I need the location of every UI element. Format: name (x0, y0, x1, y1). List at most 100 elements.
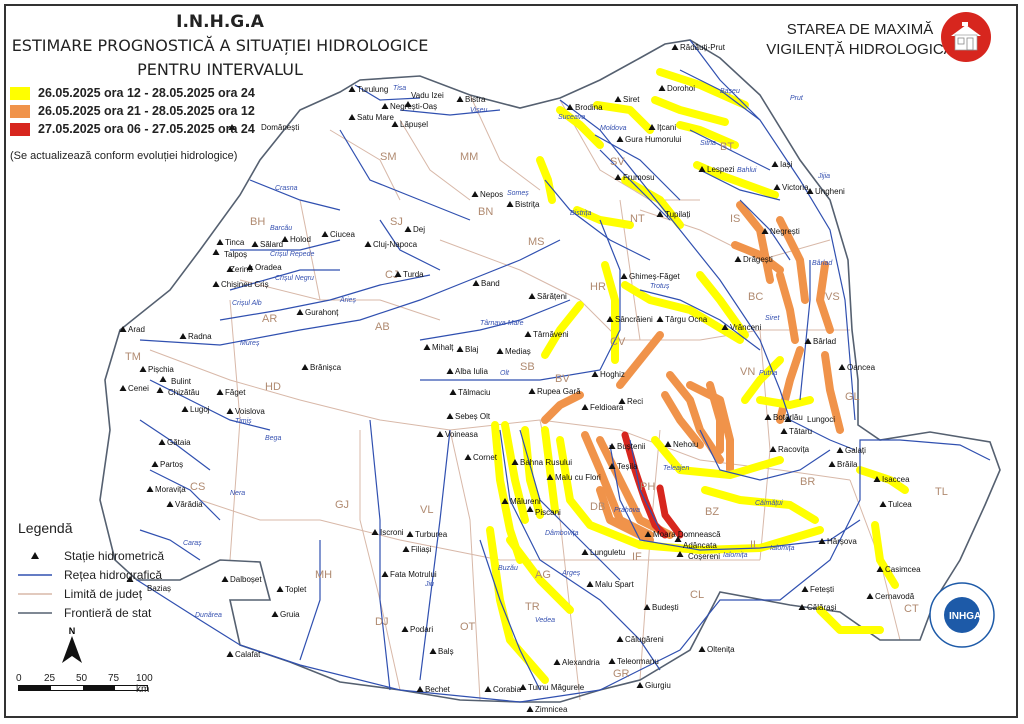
hydrometric-station[interactable]: Lugoj (181, 405, 210, 414)
hydrometric-station[interactable]: Cernavodă (866, 592, 915, 601)
hydrometric-station[interactable]: Rădăuți-Prut (671, 43, 726, 52)
hydrometric-station[interactable]: Moara Domnească (644, 530, 722, 539)
hydrometric-station[interactable]: Fata Motrului (381, 570, 437, 579)
hydrometric-station[interactable]: Dorohoi (658, 84, 696, 93)
hydrometric-station[interactable]: Coșereni (676, 551, 721, 561)
hydrometric-station[interactable]: Frumosu (614, 173, 655, 182)
hydrometric-station[interactable]: Vărădia (166, 500, 204, 509)
hydrometric-station[interactable]: Blaj (456, 345, 479, 354)
hydrometric-station[interactable]: Turburea (406, 530, 448, 539)
hydrometric-station[interactable]: Sebeș Olt (446, 412, 491, 421)
hydrometric-station[interactable]: Satu Mare (348, 113, 395, 122)
hydrometric-station[interactable]: Sărățeni (528, 292, 568, 301)
hydrometric-station[interactable]: Casimcea (876, 565, 922, 574)
hydrometric-station[interactable]: Mălureni (501, 497, 541, 506)
hydrometric-station[interactable]: Partoș (151, 460, 184, 469)
hydrometric-station[interactable]: Turnu Măgurele (519, 683, 585, 692)
hydrometric-station[interactable]: Bulint (159, 376, 192, 386)
hydrometric-station[interactable]: Giurgiu (636, 681, 671, 690)
hydrometric-station[interactable]: Zerind (226, 265, 253, 274)
hydrometric-station[interactable]: Hoghiz (591, 370, 625, 379)
hydrometric-station[interactable]: Pișchia (139, 365, 175, 374)
hydrometric-station[interactable]: Brăila (828, 460, 859, 469)
hydrometric-station[interactable]: Calafat (226, 650, 262, 659)
hydrometric-station[interactable]: Bechet (416, 685, 451, 694)
hydrometric-station[interactable]: Hârșova (818, 537, 858, 546)
hydrometric-station[interactable]: Lăpușel (391, 120, 429, 129)
hydrometric-station[interactable]: Botârlău (764, 413, 803, 422)
hydrometric-station[interactable]: Gruia (271, 610, 301, 619)
hydrometric-station[interactable]: Călugăreni (616, 635, 664, 644)
hydrometric-station[interactable]: Podari (401, 625, 434, 634)
hydrometric-station[interactable]: Bistra (456, 95, 487, 104)
hydrometric-station[interactable]: Teșila (608, 462, 639, 471)
hydrometric-station[interactable]: Lespezi (698, 165, 735, 174)
hydrometric-station[interactable]: Balș (429, 647, 454, 656)
hydrometric-station[interactable]: Tinca (216, 238, 245, 247)
hydrometric-station[interactable]: Mediaș (496, 347, 531, 356)
hydrometric-station[interactable]: Dalboșet (221, 575, 263, 584)
hydrometric-station[interactable]: Voineasa (436, 430, 479, 439)
hydrometric-station[interactable]: Band (472, 279, 500, 288)
hydrometric-station[interactable]: Malu cu Flori (546, 473, 602, 482)
hydrometric-station[interactable]: Negrești (761, 227, 801, 236)
hydrometric-station[interactable]: Gurahonț (296, 308, 340, 317)
hydrometric-station[interactable]: Ghimeș-Făget (620, 272, 681, 281)
hydrometric-station[interactable]: Cornet (464, 453, 498, 462)
hydrometric-station[interactable]: Brodina (566, 103, 604, 112)
hydrometric-station[interactable]: Feldioara (581, 403, 624, 412)
hydrometric-station[interactable]: Dej (404, 225, 426, 234)
hydrometric-station[interactable]: Vadu Izei (404, 91, 444, 107)
hydrometric-station[interactable]: Isaccea (873, 475, 911, 484)
hydrometric-station[interactable]: Târgu Ocna (656, 315, 708, 324)
hydrometric-station[interactable]: Budești (643, 603, 679, 612)
hydrometric-station[interactable]: Ciucea (321, 230, 356, 239)
hydrometric-station[interactable]: Racovița (769, 445, 810, 454)
hydrometric-station[interactable]: Teleormanu (608, 657, 659, 666)
hydrometric-station[interactable]: Toplet (276, 585, 308, 594)
hydrometric-station[interactable]: Holod (281, 235, 311, 244)
hydrometric-station[interactable]: Alba Iulia (446, 367, 489, 376)
hydrometric-station[interactable]: Chizătău (156, 387, 200, 397)
hydrometric-station[interactable]: Nepos (471, 190, 504, 199)
hydrometric-station[interactable]: Adâncata (674, 536, 718, 550)
hydrometric-station[interactable]: Lungoci (784, 415, 836, 424)
hydrometric-station[interactable]: Alexandria (553, 658, 601, 667)
hydrometric-station[interactable]: Voislova (226, 407, 266, 416)
hydrometric-station[interactable]: Vrânceni (721, 323, 762, 332)
hydrometric-station[interactable]: Turda (394, 270, 425, 279)
hydrometric-station[interactable]: Chișineu Criș (212, 280, 269, 289)
hydrometric-station[interactable]: Brănișca (301, 363, 342, 372)
hydrometric-station[interactable]: Cluj-Napoca (364, 240, 418, 249)
hydrometric-station[interactable]: Ițcani (648, 123, 677, 132)
hydrometric-station[interactable]: Galați (836, 446, 867, 455)
hydrometric-station[interactable]: Sălard (251, 240, 284, 249)
hydrometric-station[interactable]: Iscroni (371, 528, 404, 537)
hydrometric-station[interactable]: Malu Spart (586, 580, 635, 589)
hydrometric-station[interactable]: Filiași (402, 545, 432, 554)
hydrometric-station[interactable]: Oradea (246, 263, 283, 272)
hydrometric-station[interactable]: Mihalț (423, 343, 455, 352)
hydrometric-station[interactable]: Tălmaciu (449, 388, 491, 397)
hydrometric-station[interactable]: Domănești (228, 123, 300, 132)
hydrometric-station[interactable]: Piscani (526, 506, 562, 517)
hydrometric-station[interactable]: Buștenii (608, 442, 646, 451)
hydrometric-station[interactable]: Nehoiu (664, 440, 699, 449)
hydrometric-station[interactable]: Oltenița (698, 645, 736, 654)
hydrometric-station[interactable]: Ungheni (806, 187, 846, 196)
hydrometric-station[interactable]: Reci (618, 397, 644, 406)
hydrometric-station[interactable]: Turulung (348, 85, 389, 94)
hydrometric-station[interactable]: Bârlad (804, 337, 837, 346)
hydrometric-station[interactable]: Tătaru (780, 427, 813, 436)
hydrometric-station[interactable]: Cenei (119, 384, 150, 393)
hydrometric-station[interactable]: Talpoș (212, 249, 248, 259)
hydrometric-station[interactable]: Iași (771, 160, 793, 169)
hydrometric-station[interactable]: Gura Humorului (616, 135, 682, 144)
hydrometric-station[interactable]: Bahna Rusului (511, 458, 573, 467)
hydrometric-station[interactable]: Siret (614, 95, 641, 104)
hydrometric-station[interactable]: Tupilați (656, 210, 691, 219)
hydrometric-station[interactable]: Lunguletu (581, 548, 626, 557)
hydrometric-station[interactable]: Drăgești (734, 255, 774, 264)
hydrometric-station[interactable]: Bistrița (506, 200, 541, 209)
hydrometric-station[interactable]: Corabia (484, 685, 522, 694)
